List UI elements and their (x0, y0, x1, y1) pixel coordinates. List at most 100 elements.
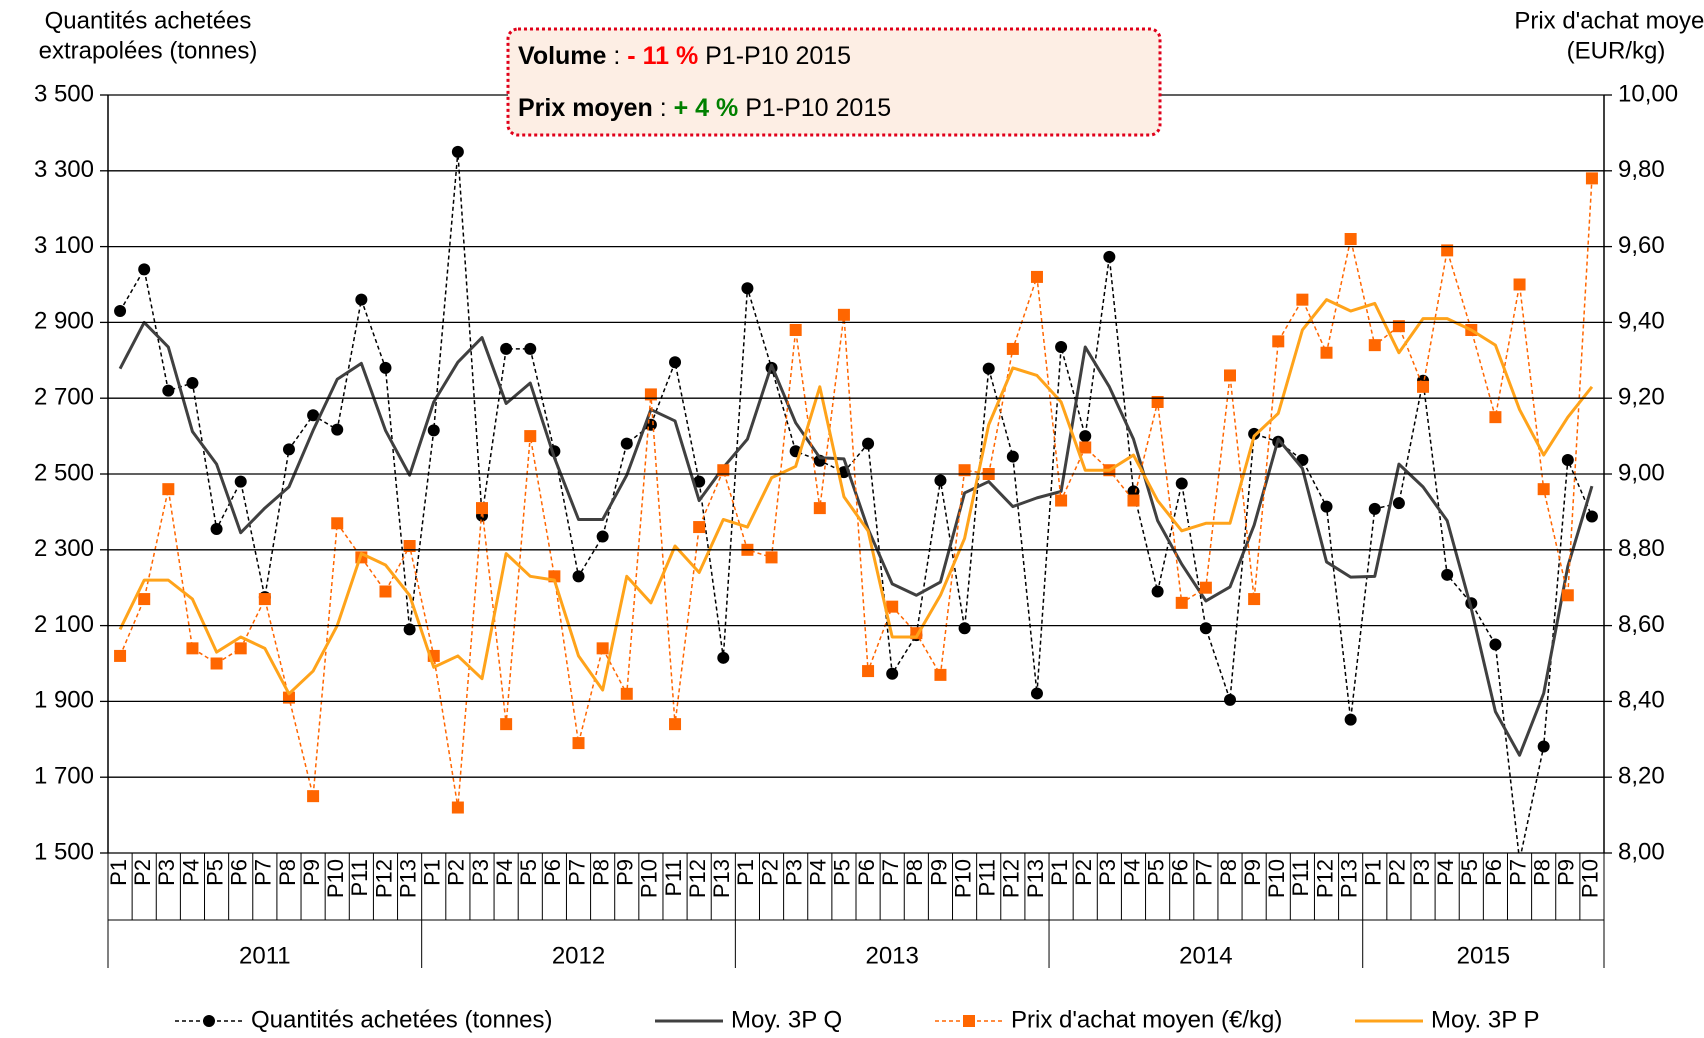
point (1030, 270, 1043, 283)
y-tick-label: 3 500 (34, 80, 94, 107)
x-tick-label: P9 (613, 859, 638, 886)
point (1127, 485, 1140, 498)
x-tick-label: P10 (950, 859, 975, 898)
point (596, 530, 609, 543)
group-label: 2012 (552, 942, 605, 969)
group-label: 2015 (1457, 942, 1510, 969)
point (307, 790, 320, 803)
y2-tick-label: 9,80 (1618, 156, 1665, 183)
x-tick-label: P5 (1457, 859, 1482, 886)
annotation-separator: : (653, 94, 674, 122)
x-tick-label: P1 (420, 859, 445, 886)
x-tick-label: P9 (299, 859, 324, 886)
point (1224, 693, 1236, 706)
annotation-box (506, 27, 1162, 137)
x-tick-label: P13 (395, 859, 420, 898)
x-tick-label: P10 (637, 859, 662, 898)
x-tick-label: P1 (733, 859, 758, 886)
point (934, 474, 947, 487)
point (717, 651, 730, 664)
point (669, 718, 682, 731)
annotation-label: Prix moyen (518, 94, 653, 122)
x-tick-label: P6 (1481, 859, 1506, 886)
point (379, 585, 392, 598)
x-tick-label: P7 (878, 859, 903, 886)
point (1320, 500, 1333, 513)
y2-tick-label: 8,80 (1618, 535, 1665, 562)
point (886, 600, 899, 613)
point (1537, 483, 1550, 496)
point (1320, 346, 1333, 359)
point (862, 437, 875, 450)
point (958, 622, 971, 635)
point (1489, 411, 1502, 424)
point (572, 570, 585, 583)
x-tick-label: P4 (1433, 859, 1458, 886)
legend-label: Moy. 3P P (1431, 1006, 1540, 1033)
x-tick-label: P13 (1336, 859, 1361, 898)
point (1392, 497, 1405, 510)
annotation-change: + 4 % (674, 94, 739, 122)
point (596, 642, 609, 655)
point (138, 263, 151, 276)
point (1079, 441, 1092, 454)
x-tick-label: P5 (1143, 859, 1168, 886)
point (403, 623, 416, 636)
point (524, 430, 537, 443)
point (1441, 568, 1454, 581)
x-tick-label: P5 (516, 859, 541, 886)
y-axis-title: extrapolées (tonnes) (39, 37, 258, 64)
x-tick-label: P12 (1312, 859, 1337, 898)
point (1537, 740, 1550, 753)
point (1585, 172, 1598, 185)
point (862, 665, 875, 678)
annotation: Volume : - 11 % P1-P10 2015 (518, 42, 851, 70)
x-tick-label: P8 (1529, 859, 1554, 886)
point (210, 522, 223, 535)
y2-axis-title: (EUR/kg) (1567, 37, 1666, 64)
point (331, 423, 344, 436)
annotation-period: P1-P10 2015 (698, 42, 851, 70)
x-tick-label: P13 (1023, 859, 1048, 898)
point (1127, 494, 1140, 507)
y-tick-label: 2 500 (34, 459, 94, 486)
x-tick-label: P7 (1505, 859, 1530, 886)
y2-tick-label: 9,00 (1618, 459, 1665, 486)
point (1513, 278, 1526, 291)
annotation: Prix moyen : + 4 % P1-P10 2015 (518, 94, 891, 122)
y-tick-label: 1 700 (34, 763, 94, 790)
x-tick-label: P3 (1095, 859, 1120, 886)
x-tick-label: P10 (323, 859, 348, 898)
point (813, 502, 826, 515)
point (379, 361, 392, 374)
point (789, 323, 802, 336)
point (1561, 589, 1574, 602)
point (934, 668, 947, 681)
point (1489, 638, 1502, 651)
point (476, 502, 488, 515)
x-tick-label: P3 (781, 859, 806, 886)
y2-axis-title: Prix d'achat moyen (1514, 7, 1704, 34)
point (765, 551, 778, 564)
group-label: 2011 (239, 942, 291, 969)
x-tick-label: P5 (202, 859, 227, 886)
point (500, 718, 513, 731)
legend-label: Prix d'achat moyen (€/kg) (1011, 1006, 1282, 1033)
series-line (118, 320, 1594, 757)
point (693, 521, 706, 534)
point (1344, 713, 1357, 726)
y2-tick-label: 8,60 (1618, 611, 1665, 638)
point (282, 691, 295, 704)
x-tick-label: P11 (1288, 859, 1313, 897)
point (258, 593, 271, 606)
point (886, 667, 899, 680)
point (234, 642, 247, 655)
point (1055, 341, 1068, 354)
point (500, 342, 513, 355)
x-tick-label: P4 (178, 859, 203, 886)
point (669, 356, 682, 369)
y2-tick-label: 10,00 (1618, 80, 1678, 107)
x-tick-label: P3 (468, 859, 493, 886)
point (427, 424, 440, 437)
